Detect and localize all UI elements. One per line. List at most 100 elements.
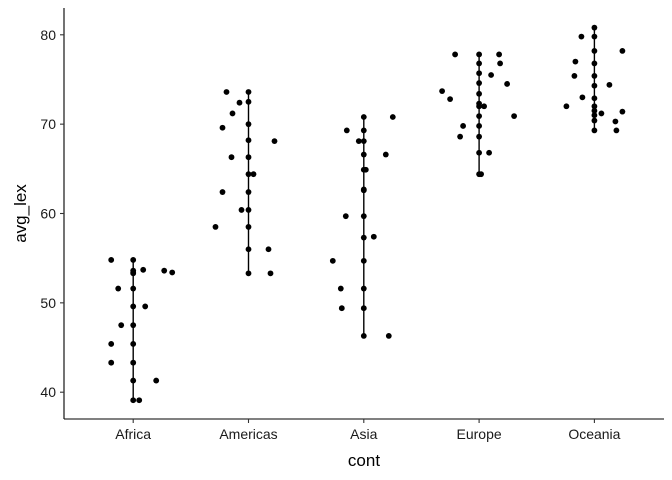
data-point bbox=[591, 112, 598, 119]
data-point bbox=[142, 303, 149, 310]
data-point bbox=[571, 73, 578, 79]
data-point bbox=[476, 149, 482, 156]
data-point bbox=[591, 127, 598, 134]
data-point bbox=[245, 98, 252, 105]
data-point bbox=[360, 151, 367, 158]
data-point bbox=[212, 224, 219, 230]
data-point bbox=[579, 94, 586, 101]
data-point bbox=[511, 113, 517, 120]
data-point bbox=[439, 88, 445, 94]
x-tick-label: Asia bbox=[350, 426, 377, 442]
data-point bbox=[591, 60, 598, 67]
data-point bbox=[360, 285, 367, 292]
y-tick-label: 50 bbox=[40, 295, 56, 311]
data-point bbox=[360, 333, 367, 339]
data-point bbox=[476, 90, 482, 97]
data-point bbox=[496, 51, 502, 58]
data-point bbox=[136, 397, 143, 404]
data-point bbox=[382, 151, 389, 158]
data-point bbox=[219, 189, 226, 195]
y-tick-label: 70 bbox=[40, 116, 56, 132]
data-point bbox=[497, 60, 503, 67]
data-point bbox=[476, 80, 482, 86]
data-point bbox=[362, 166, 369, 173]
y-tick-label: 40 bbox=[40, 384, 56, 400]
x-axis-title: cont bbox=[348, 451, 380, 470]
plot-area bbox=[108, 24, 626, 404]
data-point bbox=[265, 246, 272, 253]
data-point bbox=[130, 269, 137, 276]
data-point bbox=[130, 285, 137, 292]
data-point bbox=[591, 33, 598, 40]
data-point bbox=[476, 133, 482, 140]
data-point bbox=[476, 113, 482, 120]
data-point bbox=[271, 138, 278, 145]
x-axis-ticks: Africa Americas Asia Europe Oceania bbox=[115, 419, 621, 442]
data-point bbox=[447, 96, 453, 103]
data-point bbox=[245, 189, 252, 195]
data-point bbox=[130, 377, 137, 384]
data-point bbox=[591, 47, 598, 54]
data-point bbox=[223, 89, 230, 95]
data-point bbox=[360, 257, 367, 264]
data-point bbox=[229, 110, 236, 117]
data-point bbox=[343, 127, 350, 134]
data-point bbox=[267, 270, 274, 277]
data-point bbox=[130, 322, 137, 329]
data-point bbox=[228, 154, 235, 161]
data-point bbox=[385, 333, 392, 339]
data-point bbox=[245, 171, 252, 178]
data-point bbox=[591, 107, 598, 114]
data-point bbox=[130, 257, 137, 263]
data-point bbox=[476, 123, 482, 129]
data-point bbox=[598, 110, 605, 117]
data-point bbox=[457, 133, 463, 140]
data-point bbox=[236, 99, 243, 106]
data-point bbox=[360, 127, 367, 134]
data-point bbox=[238, 207, 245, 213]
data-point bbox=[108, 341, 115, 347]
data-point bbox=[488, 72, 494, 78]
data-point bbox=[504, 81, 510, 87]
data-point bbox=[360, 114, 367, 120]
data-point bbox=[245, 137, 252, 144]
data-point bbox=[130, 341, 137, 347]
data-point bbox=[619, 47, 626, 54]
data-point bbox=[591, 117, 598, 124]
data-point bbox=[481, 103, 487, 110]
data-point bbox=[115, 285, 122, 292]
data-point bbox=[342, 213, 349, 220]
data-point bbox=[460, 123, 466, 129]
data-point bbox=[130, 303, 137, 310]
data-point bbox=[130, 359, 137, 366]
data-point bbox=[360, 213, 367, 220]
data-point bbox=[337, 285, 344, 292]
x-tick-label: Oceania bbox=[568, 426, 620, 442]
data-point bbox=[613, 127, 620, 134]
data-point bbox=[486, 149, 492, 156]
data-point bbox=[619, 108, 626, 115]
data-point bbox=[360, 138, 367, 145]
data-point bbox=[108, 359, 115, 366]
data-point bbox=[591, 95, 598, 102]
data-point bbox=[370, 233, 377, 240]
data-point bbox=[389, 114, 396, 120]
data-point bbox=[360, 305, 367, 312]
data-point bbox=[245, 89, 252, 95]
data-point bbox=[140, 266, 147, 273]
data-point bbox=[245, 270, 252, 277]
x-tick-label: Americas bbox=[219, 426, 277, 442]
data-point bbox=[478, 171, 484, 178]
data-point bbox=[245, 121, 252, 128]
data-point bbox=[108, 257, 115, 263]
data-point bbox=[563, 103, 570, 110]
data-point bbox=[452, 51, 458, 58]
data-point bbox=[118, 322, 125, 329]
data-point bbox=[606, 81, 613, 88]
data-point bbox=[612, 118, 619, 125]
data-point bbox=[219, 124, 226, 131]
x-tick-label: Africa bbox=[115, 426, 151, 442]
data-point bbox=[130, 397, 137, 404]
data-point bbox=[338, 305, 345, 312]
data-point bbox=[245, 207, 252, 213]
